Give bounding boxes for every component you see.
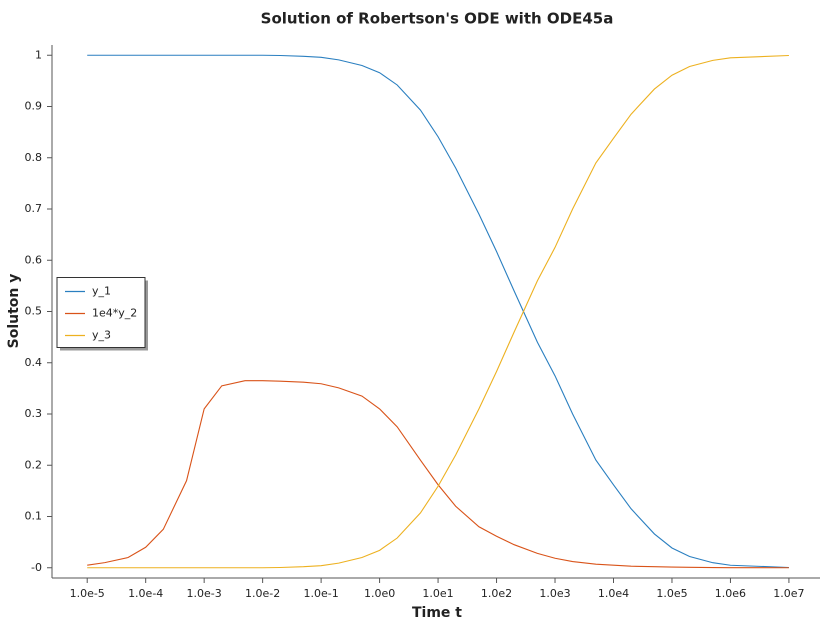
y-tick-label: 0.9 — [25, 100, 43, 113]
x-tick-label: 1.0e6 — [715, 587, 746, 600]
x-tick-label: 1.0e2 — [481, 587, 512, 600]
x-tick-label: 1.0e5 — [656, 587, 687, 600]
y-tick-label: 0.6 — [25, 253, 43, 266]
x-tick-label: 1.0e-2 — [245, 587, 280, 600]
y-tick-label: 0.8 — [25, 151, 43, 164]
x-tick-label: 1.0e7 — [773, 587, 804, 600]
x-tick-label: 1.0e-5 — [70, 587, 105, 600]
series-line — [87, 380, 789, 569]
x-tick-label: 1.0e-3 — [187, 587, 222, 600]
legend-label: 1e4*y_2 — [92, 307, 137, 320]
y-tick-label: 1 — [35, 48, 42, 61]
y-axis-label: Soluton y — [6, 274, 22, 349]
y-tick-label: 0.7 — [25, 202, 43, 215]
y-tick-label: 0.3 — [25, 407, 43, 420]
legend: y_1 1e4*y_2 y_3 — [56, 277, 148, 351]
x-tick-label: 1.0e-4 — [128, 587, 163, 600]
legend-label: y_3 — [92, 329, 111, 342]
y-tick-label: 0.2 — [25, 458, 43, 471]
x-tick-label: 1.0e0 — [364, 587, 395, 600]
x-tick-label: 1.0e-1 — [303, 587, 338, 600]
y-tick-label: 0.4 — [25, 356, 43, 369]
x-tick-label: 1.0e1 — [422, 587, 453, 600]
x-tick-label: 1.0e3 — [539, 587, 570, 600]
chart-title: Solution of Robertson's ODE with ODE45a — [261, 10, 614, 28]
y-tick-label: 0.5 — [25, 305, 43, 318]
series-line — [87, 54, 789, 569]
x-tick-label: 1.0e4 — [598, 587, 629, 600]
y-tick-label: 0.1 — [25, 510, 43, 523]
series-line — [87, 54, 789, 569]
x-axis-label: Time t — [412, 605, 462, 621]
y-tick-label: -0 — [31, 561, 42, 574]
legend-label: y_1 — [92, 285, 111, 298]
